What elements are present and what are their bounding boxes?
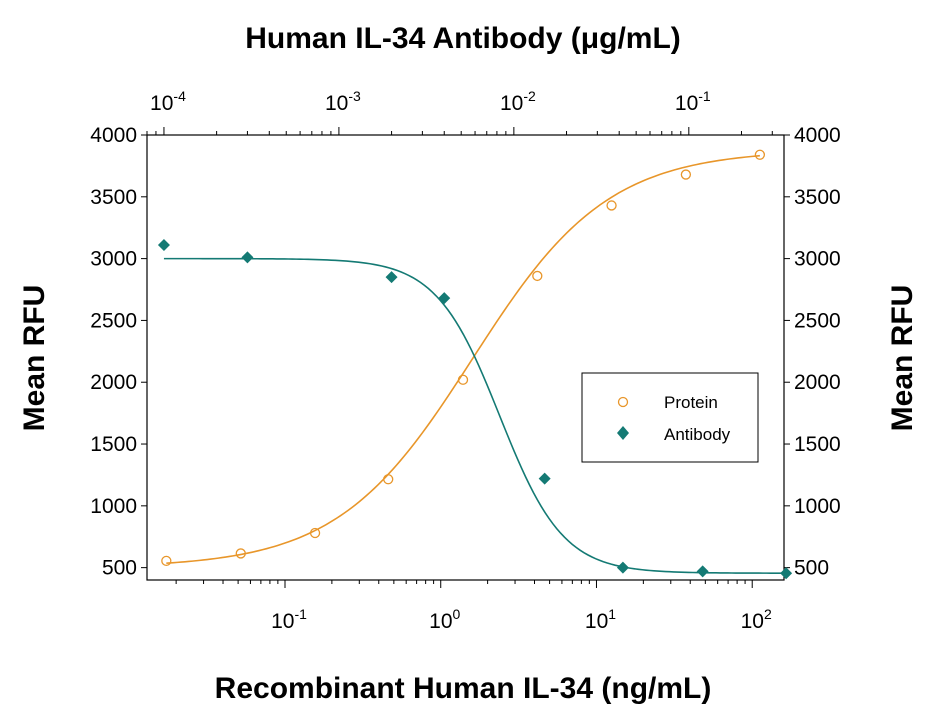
bottom-x-tick-label-exponent: 0 [453,606,461,622]
top-x-tick-label-exponent: -3 [348,88,361,104]
bottom-x-tick-label-base: 10 [429,610,452,633]
bottom-x-tick-label-base: 10 [741,610,764,633]
data-point-protein [309,527,321,539]
left-y-tick-label: 3500 [90,186,137,209]
plot-frame [146,134,785,581]
data-point-protein [532,270,543,282]
bottom-x-tick-label-exponent: 1 [608,606,616,622]
bottom-x-tick-label: 101 [585,606,616,633]
bottom-x-tick-label-base: 10 [271,610,294,633]
right-y-tick-label: 2000 [794,371,841,394]
top-x-tick-label-exponent: -1 [698,88,711,104]
left-y-tick-label: 4000 [90,124,137,147]
left-y-tick-label: 2000 [90,371,137,394]
left-y-tick-label: 500 [102,557,137,580]
top-x-tick-label-base: 10 [150,92,173,115]
right-y-tick-label: 2500 [794,309,841,332]
bottom-x-tick-label-exponent: 2 [764,606,772,622]
bottom-x-tick-label-base: 10 [585,610,608,633]
data-point-antibody [241,251,254,264]
legend-antibody-label: Antibody [664,425,731,444]
left-y-tick-label: 3000 [90,248,137,271]
data-point-protein [383,474,394,485]
bottom-x-tick-label-exponent: -1 [294,606,307,622]
data-point-protein [606,200,617,211]
bottom-x-tick-label: 100 [429,606,460,633]
right-y-tick-label: 500 [794,557,829,580]
legend: Protein Antibody [581,372,759,463]
legend-protein-label: Protein [664,393,718,412]
data-point-antibody [438,292,451,305]
data-point-antibody [157,239,170,252]
legend-protein-marker [617,396,629,408]
top-x-tick-label: 10-3 [325,88,361,115]
left-y-tick-label: 2500 [90,309,137,332]
right-y-tick-label: 4000 [794,124,841,147]
legend-box [581,372,759,463]
right-y-tick-label: 3000 [794,248,841,271]
data-point-protein [161,555,172,566]
data-point-antibody [696,565,709,578]
data-point-antibody [538,472,551,485]
right-y-tick-label: 1500 [794,433,841,456]
top-x-tick-label: 10-2 [500,88,536,115]
curves-layer [163,154,787,574]
bottom-x-axis-title: Recombinant Human IL-34 (ng/mL) [215,672,712,705]
top-x-tick-label-exponent: -4 [173,88,186,104]
top-x-tick-label-base: 10 [500,92,523,115]
top-x-tick-label: 10-4 [150,88,186,115]
right-y-tick-label: 1000 [794,495,841,518]
ticks-layer: 500 500 1000 1000 1500 1500 2000 2000 2500 2500 30… [90,88,840,633]
points-layer [157,149,793,580]
left-y-tick-label: 1500 [90,433,137,456]
right-y-tick-label: 3500 [794,186,841,209]
top-x-tick-label-base: 10 [325,92,348,115]
data-point-antibody [385,271,398,284]
bottom-x-tick-label: 10-1 [271,606,307,633]
fit-curve-protein [166,154,760,564]
right-y-axis-title: Mean RFU [886,285,919,432]
bottom-x-tick-label: 102 [741,606,772,633]
fit-curve-antibody [163,257,787,574]
legend-antibody-marker [617,426,629,440]
left-y-axis-title: Mean RFU [18,285,51,432]
data-point-protein [680,169,692,180]
top-x-tick-label-base: 10 [675,92,698,115]
data-point-protein [754,149,766,160]
data-point-antibody [780,567,793,580]
left-y-tick-label: 1000 [90,495,137,518]
data-point-antibody [616,561,629,574]
data-point-protein [235,548,246,559]
top-x-tick-label-exponent: -2 [523,88,536,104]
top-x-tick-label: 10-1 [675,88,711,115]
data-point-protein [457,374,469,385]
top-x-axis-title: Human IL-34 Antibody (μg/mL) [245,22,681,55]
